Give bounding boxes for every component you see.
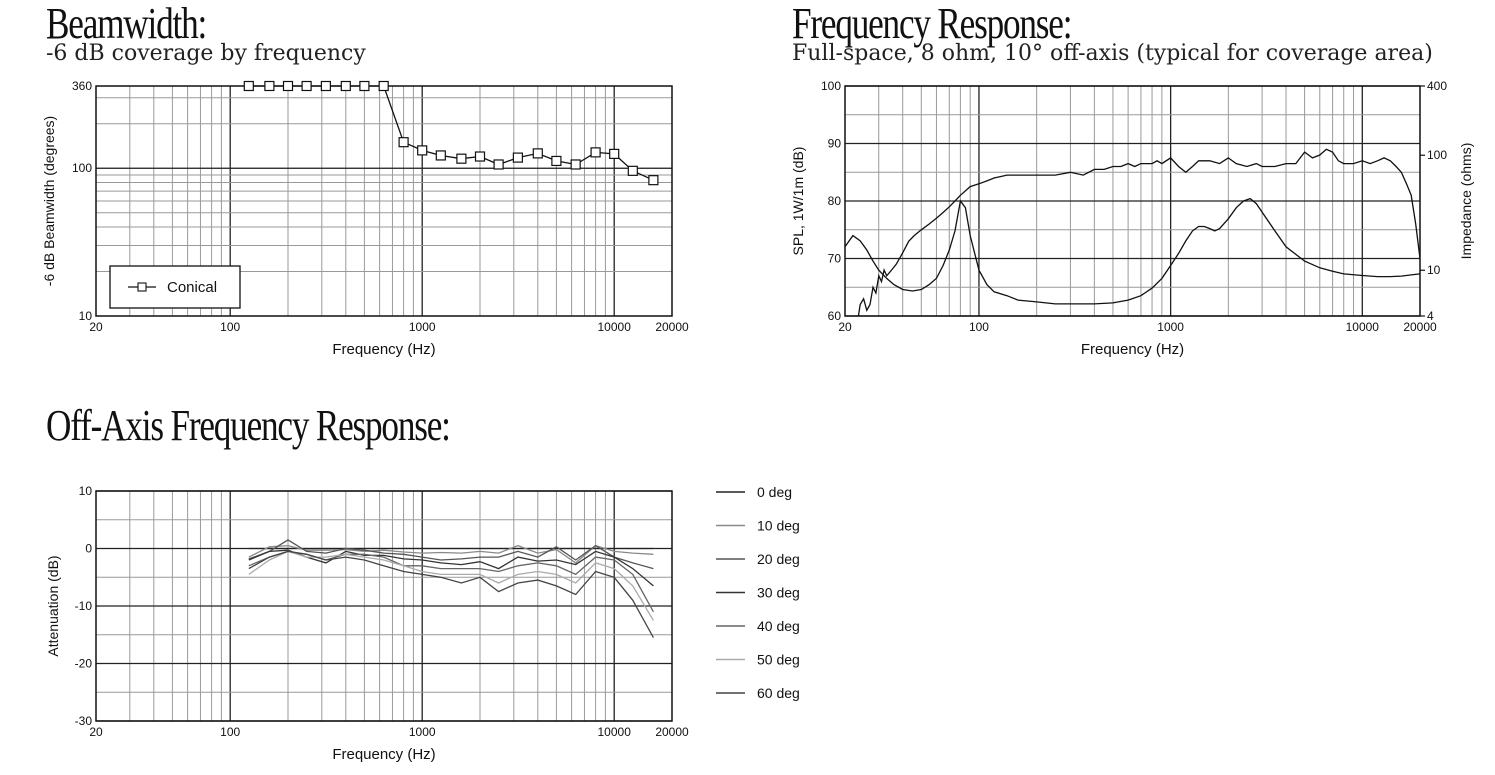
- beamwidth-data-point: [627, 165, 638, 176]
- freq-response-title: Frequency Response:: [792, 0, 1072, 48]
- offaxis-y-tick-label: 0: [85, 542, 92, 556]
- offaxis-legend-label: 10 deg: [757, 518, 800, 534]
- offaxis-legend-label: 30 deg: [757, 585, 800, 601]
- offaxis-y-axis-label: Attenuation (dB): [45, 555, 61, 656]
- offaxis-series-line: [248, 550, 654, 621]
- freq-response-y2-tick-label: 4: [1427, 309, 1434, 323]
- freq-response-y2-tick-label: 10: [1427, 263, 1441, 277]
- freq-response-y-tick-label: 100: [821, 79, 841, 93]
- beamwidth-data-point: [435, 150, 446, 161]
- offaxis-series-line: [248, 539, 654, 570]
- freq-response-x-tick-label: 10000: [1346, 320, 1380, 334]
- beamwidth-data-point: [264, 80, 275, 92]
- offaxis-legend-label: 20 deg: [757, 551, 800, 567]
- beamwidth-data-point: [609, 148, 620, 159]
- offaxis-series-line: [248, 550, 654, 613]
- beamwidth-y-axis-label: -6 dB Beamwidth (degrees): [41, 116, 57, 286]
- impedance-curve: [845, 197, 1420, 305]
- freq-response-y2-tick-label: 100: [1427, 148, 1447, 162]
- beamwidth-data-point: [532, 148, 543, 159]
- offaxis-series-line: [248, 549, 654, 587]
- freq-response-y-tick-label: 70: [828, 252, 842, 266]
- freq-response-x-axis-label: Frequency (Hz): [1081, 341, 1184, 358]
- offaxis-legend-label: 50 deg: [757, 652, 800, 668]
- beamwidth-title: Beamwidth:: [46, 0, 207, 48]
- beamwidth-x-tick-label: 20000: [655, 320, 689, 334]
- freq-response-x-tick-label: 20: [838, 320, 852, 334]
- offaxis-legend-label: 60 deg: [757, 685, 800, 701]
- beamwidth-data-point: [359, 80, 370, 92]
- freq-response-y-tick-label: 80: [828, 194, 842, 208]
- beamwidth-data-point: [551, 155, 562, 167]
- offaxis-x-tick-label: 100: [220, 725, 240, 739]
- freq-response-y-axis-label: SPL, 1W/1m (dB): [790, 147, 806, 256]
- freq-response-subtitle: Full-space, 8 ohm, 10° off-axis (typical…: [792, 41, 1433, 66]
- offaxis-plot-frame: [95, 490, 673, 722]
- offaxis-y-tick-label: 10: [79, 484, 93, 498]
- beamwidth-data-point: [456, 153, 467, 164]
- beamwidth-data-point: [570, 159, 581, 170]
- offaxis-title: Off-Axis Frequency Response:: [46, 401, 451, 450]
- freq-response-y2-tick-label: 400: [1427, 79, 1447, 93]
- beamwidth-data-point: [378, 80, 389, 92]
- offaxis-x-tick-label: 1000: [409, 725, 436, 739]
- offaxis-series-line: [248, 544, 654, 564]
- freq-response-y-tick-label: 90: [828, 137, 842, 151]
- beamwidth-data-point: [243, 80, 254, 92]
- beamwidth-data-point: [474, 151, 486, 162]
- beamwidth-data-point: [512, 152, 523, 163]
- beamwidth-data-point: [590, 147, 601, 158]
- beamwidth-subtitle: -6 dB coverage by frequency: [46, 41, 366, 66]
- offaxis-x-axis-label: Frequency (Hz): [332, 746, 435, 763]
- beamwidth-x-tick-label: 1000: [409, 320, 436, 334]
- beamwidth-data-point: [493, 159, 504, 170]
- beamwidth-y-tick-label: 100: [72, 161, 92, 175]
- freq-response-x-tick-label: 100: [969, 320, 989, 334]
- beamwidth-data-point: [398, 137, 409, 148]
- spl-curve: [857, 148, 1420, 316]
- beamwidth-x-tick-label: 10000: [598, 320, 632, 334]
- beamwidth-data-point: [417, 145, 428, 156]
- offaxis-x-tick-label: 10000: [598, 725, 632, 739]
- offaxis-legend-label: 0 deg: [757, 484, 792, 500]
- offaxis-x-tick-label: 20: [89, 725, 103, 739]
- offaxis-legend-label: 40 deg: [757, 618, 800, 634]
- offaxis-y-tick-label: -20: [75, 657, 93, 671]
- beamwidth-data-point: [282, 80, 294, 92]
- beamwidth-x-tick-label: 100: [220, 320, 240, 334]
- beamwidth-legend-marker: [137, 282, 147, 292]
- freq-response-plot-frame: [844, 85, 1421, 317]
- beamwidth-data-point: [320, 80, 331, 92]
- beamwidth-data-point: [301, 80, 312, 92]
- freq-response-x-tick-label: 20000: [1403, 320, 1437, 334]
- beamwidth-series-line: [248, 85, 654, 181]
- beamwidth-y-tick-label: 360: [72, 79, 92, 93]
- freq-response-y2-axis-label: Impedance (ohms): [1458, 143, 1474, 260]
- offaxis-y-tick-label: -10: [75, 599, 93, 613]
- beamwidth-x-tick-label: 20: [89, 320, 103, 334]
- offaxis-series-line: [248, 550, 654, 638]
- beamwidth-legend-label: Conical: [167, 279, 217, 296]
- beamwidth-data-point: [340, 80, 351, 92]
- freq-response-x-tick-label: 1000: [1157, 320, 1184, 334]
- freq-response-y-tick-label: 60: [828, 309, 842, 323]
- beamwidth-x-axis-label: Frequency (Hz): [332, 341, 435, 358]
- beamwidth-data-point: [648, 175, 659, 186]
- beamwidth-y-tick-label: 10: [79, 309, 93, 323]
- offaxis-y-tick-label: -30: [75, 714, 93, 728]
- offaxis-x-tick-label: 20000: [655, 725, 689, 739]
